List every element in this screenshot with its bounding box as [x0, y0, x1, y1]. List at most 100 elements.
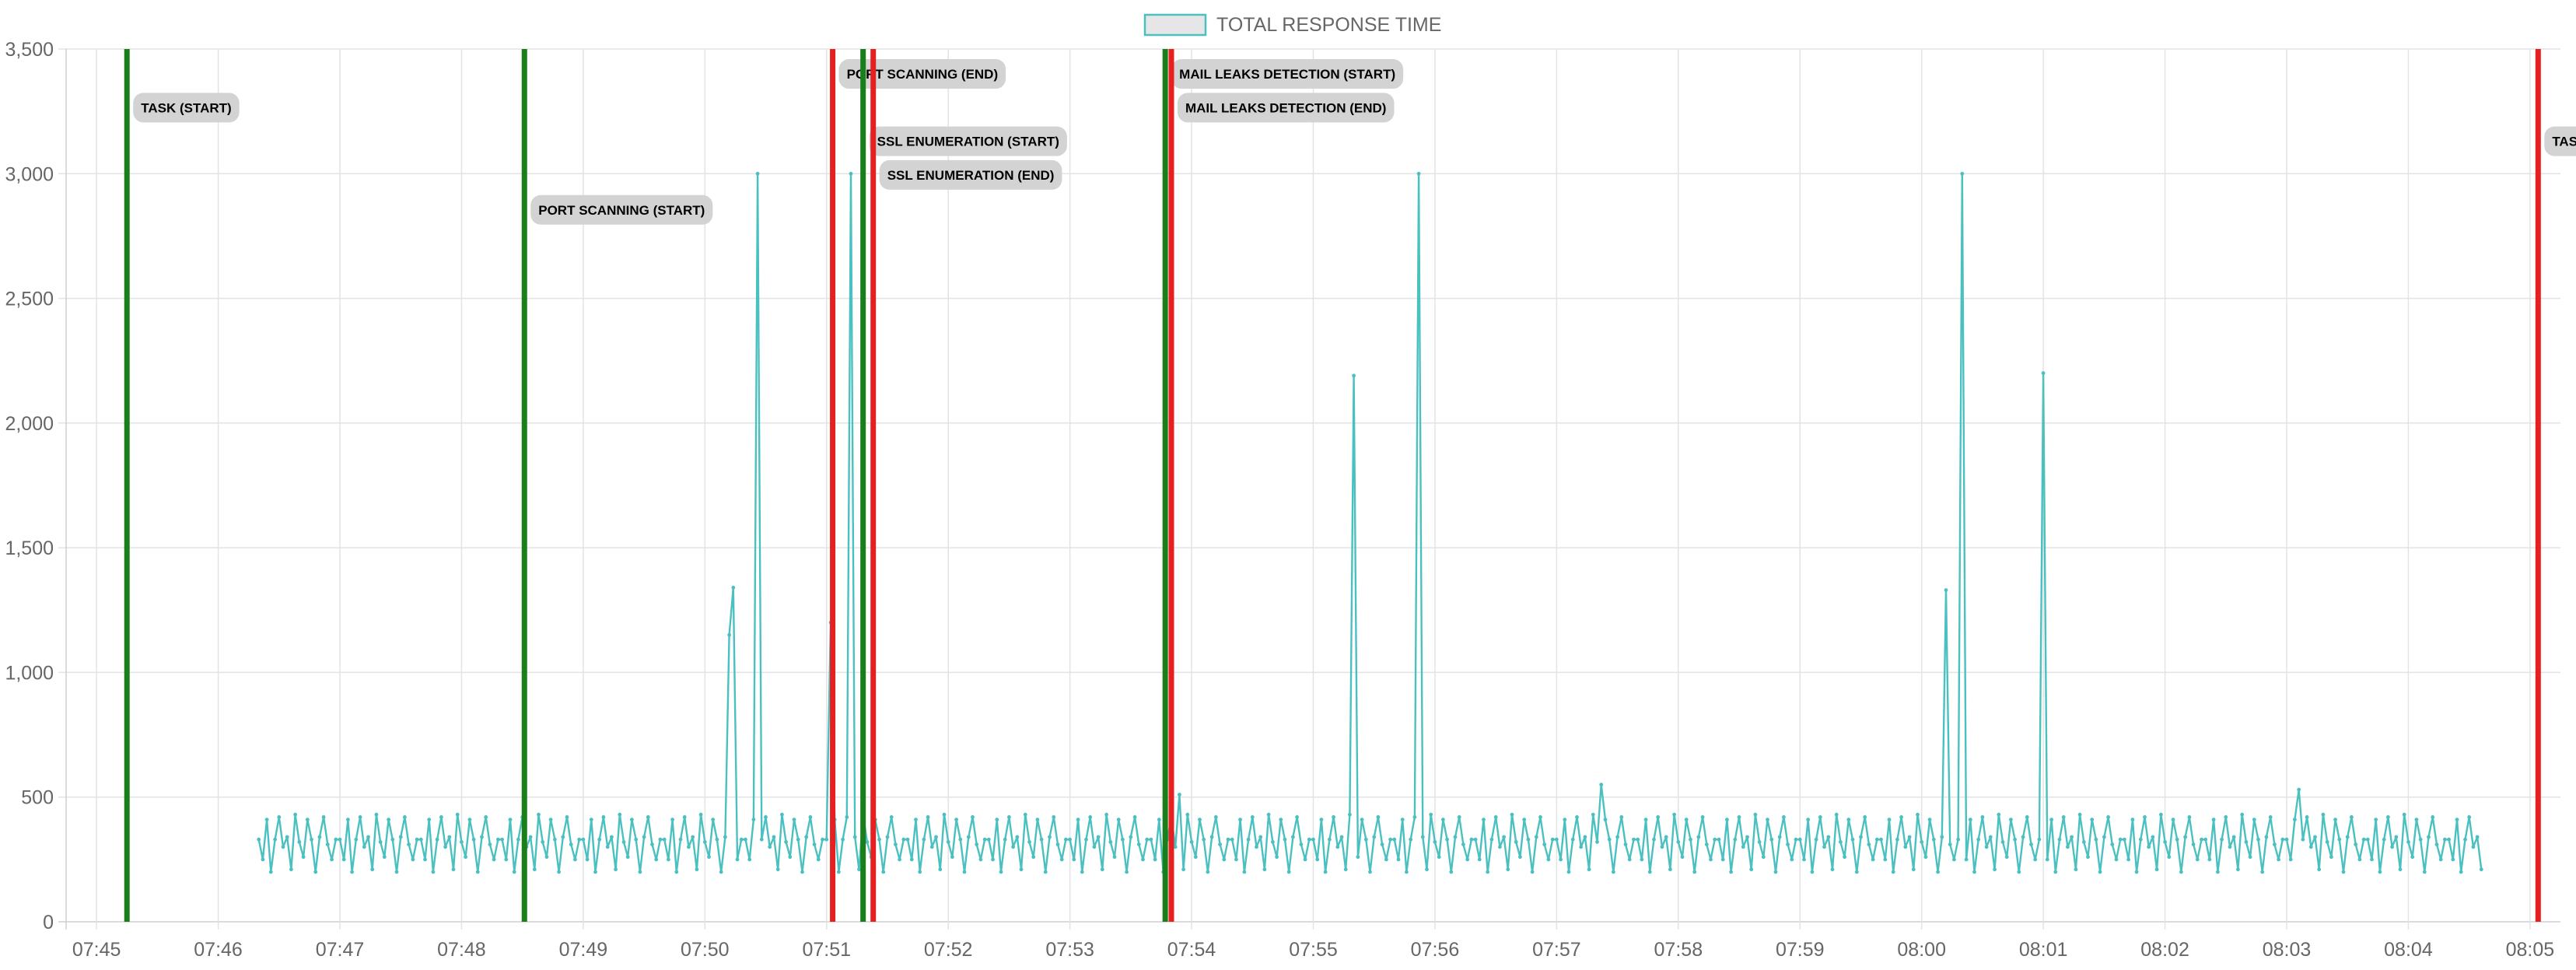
legend-label[interactable]: TOTAL RESPONSE TIME [1216, 14, 1441, 36]
event-marker: SSL ENUMERATION (END) [870, 49, 1062, 922]
data-point [1997, 812, 2001, 817]
data-point [484, 815, 488, 819]
data-point [889, 815, 894, 819]
data-point [845, 815, 849, 819]
data-point [1064, 837, 1068, 842]
data-point [464, 855, 467, 860]
series-total-response-time [257, 171, 2483, 874]
data-point [2382, 837, 2386, 842]
data-point [747, 857, 752, 862]
data-point [1506, 867, 1510, 872]
data-point [2102, 835, 2106, 839]
data-point [273, 837, 277, 842]
data-point [1684, 818, 1689, 821]
legend[interactable]: TOTAL RESPONSE TIME [1143, 13, 1441, 37]
data-point [541, 840, 545, 844]
data-point [1486, 870, 1490, 874]
data-point [366, 835, 370, 839]
data-point [2264, 835, 2269, 839]
data-point [532, 867, 537, 872]
event-marker: PORT SCANNING (START) [521, 49, 713, 922]
data-point [261, 857, 265, 862]
data-point [1603, 818, 1608, 821]
data-point [585, 857, 590, 862]
data-point [698, 812, 703, 817]
data-point [2268, 815, 2273, 819]
data-point [1891, 870, 1895, 874]
data-point [2086, 855, 2090, 860]
data-point [1863, 815, 1867, 819]
data-point [1400, 818, 1405, 821]
data-point [841, 837, 845, 842]
data-point [780, 812, 784, 817]
event-label-bubble [1177, 93, 1395, 123]
data-point [2195, 857, 2200, 862]
data-point [2004, 855, 2009, 860]
data-point [1015, 835, 1020, 839]
data-point [2341, 870, 2346, 874]
data-point [768, 845, 772, 849]
data-point [2207, 857, 2212, 862]
data-point [751, 818, 756, 821]
data-point [1307, 837, 1311, 842]
data-point [1993, 867, 1997, 872]
data-point [1570, 837, 1575, 842]
data-point [1656, 815, 1661, 819]
data-point [561, 835, 565, 839]
data-point [467, 818, 472, 821]
x-tick-label: 07:55 [1289, 939, 1338, 961]
data-point [2123, 837, 2126, 842]
data-point [995, 818, 999, 821]
grid [58, 48, 2560, 930]
data-point [2297, 787, 2301, 792]
data-point [938, 867, 943, 872]
data-point [1136, 842, 1141, 846]
data-point [978, 857, 983, 862]
event-label: PORT SCANNING (END) [847, 67, 999, 82]
x-tick-label: 08:05 [2506, 939, 2555, 961]
data-point [2053, 870, 2058, 874]
data-point [2374, 818, 2378, 821]
data-point [2070, 835, 2074, 839]
data-point [821, 837, 824, 842]
data-point [557, 870, 561, 874]
data-point [1903, 845, 1908, 849]
x-tick-label: 07:51 [802, 939, 851, 961]
data-point [2061, 815, 2066, 819]
data-point [2284, 837, 2289, 842]
data-point [1810, 870, 1815, 874]
data-point [1437, 855, 1441, 860]
data-point [638, 870, 642, 874]
data-point [966, 835, 971, 839]
data-point [1072, 857, 1076, 862]
data-point [2354, 842, 2358, 846]
data-point [394, 870, 399, 874]
data-point [1043, 870, 1048, 874]
data-point [1429, 812, 1433, 817]
data-point [346, 818, 350, 821]
data-point [2179, 870, 2183, 874]
data-point [2321, 812, 2326, 817]
data-point [719, 870, 723, 874]
data-point [2159, 812, 2163, 817]
legend-swatch[interactable] [1143, 13, 1207, 37]
data-point [581, 837, 586, 842]
data-point [739, 837, 744, 842]
data-point [2130, 818, 2135, 821]
data-point [1745, 835, 1749, 839]
data-point [642, 835, 646, 839]
data-point [1055, 842, 1060, 846]
data-point [1843, 855, 1847, 860]
data-point [2455, 818, 2459, 821]
data-point [1283, 837, 1287, 842]
data-point [1178, 793, 1181, 797]
data-point [1202, 837, 1206, 842]
data-point [1498, 845, 1502, 849]
data-point [2106, 815, 2111, 819]
x-tick-label: 07:54 [1167, 939, 1216, 961]
data-point [610, 835, 614, 839]
data-point [1988, 835, 1993, 839]
y-tick-label: 1,000 [5, 662, 54, 684]
data-point [982, 837, 987, 842]
data-point [2037, 837, 2042, 842]
